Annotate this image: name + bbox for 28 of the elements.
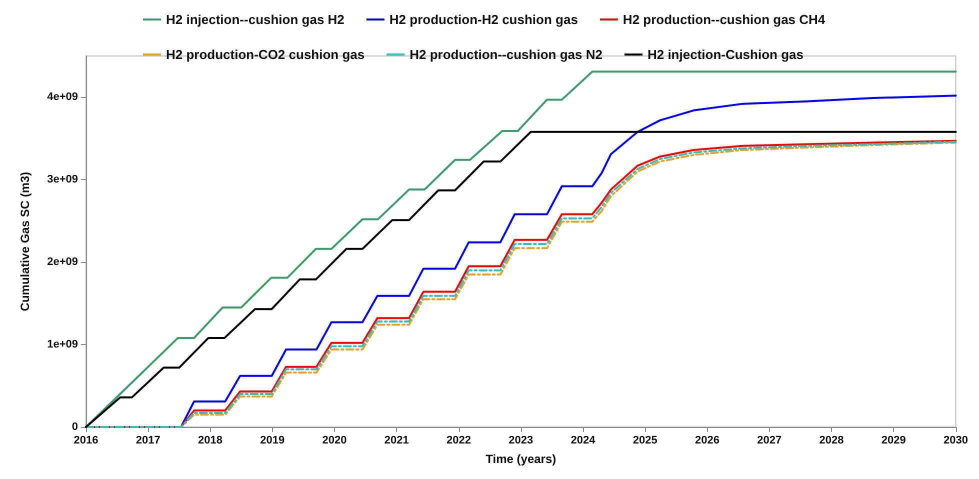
x-tick-label: 2024: [570, 434, 596, 446]
legend-label: H2 production-H2 cushion gas: [389, 12, 578, 27]
x-tick-label: 2029: [881, 434, 906, 446]
x-tick-label: 2022: [446, 434, 471, 446]
legend-label: H2 production-CO2 cushion gas: [166, 47, 365, 62]
x-tick-label: 2020: [322, 434, 347, 446]
x-axis-title: Time (years): [486, 452, 556, 466]
y-tick-label: 2e+09: [47, 256, 78, 268]
legend-label: H2 injection--cushion gas H2: [166, 12, 344, 27]
x-tick-label: 2018: [198, 434, 222, 446]
legend-label: H2 production--cushion gas N2: [410, 47, 602, 62]
y-tick-label: 1e+09: [47, 338, 78, 351]
x-tick-label: 2017: [136, 434, 160, 446]
x-tick-label: 2019: [260, 434, 285, 446]
x-tick-label: 2030: [944, 434, 968, 446]
y-tick-label: 4e+09: [47, 91, 78, 104]
x-tick-label: 2026: [695, 434, 720, 446]
x-tick-label: 2016: [74, 434, 98, 446]
x-tick-label: 2028: [819, 434, 844, 446]
legend-label: H2 production--cushion gas CH4: [622, 12, 826, 27]
x-tick-label: 2021: [384, 434, 409, 446]
y-axis-title: Cumulative Gas SC (m3): [18, 172, 32, 312]
y-tick-label: 0: [72, 421, 78, 433]
x-tick-label: 2027: [757, 434, 782, 446]
legend-label: H2 injection-Cushion gas: [647, 47, 804, 62]
x-tick-label: 2025: [632, 434, 658, 446]
y-tick-label: 3e+09: [47, 174, 78, 186]
x-tick-label: 2023: [508, 434, 534, 446]
